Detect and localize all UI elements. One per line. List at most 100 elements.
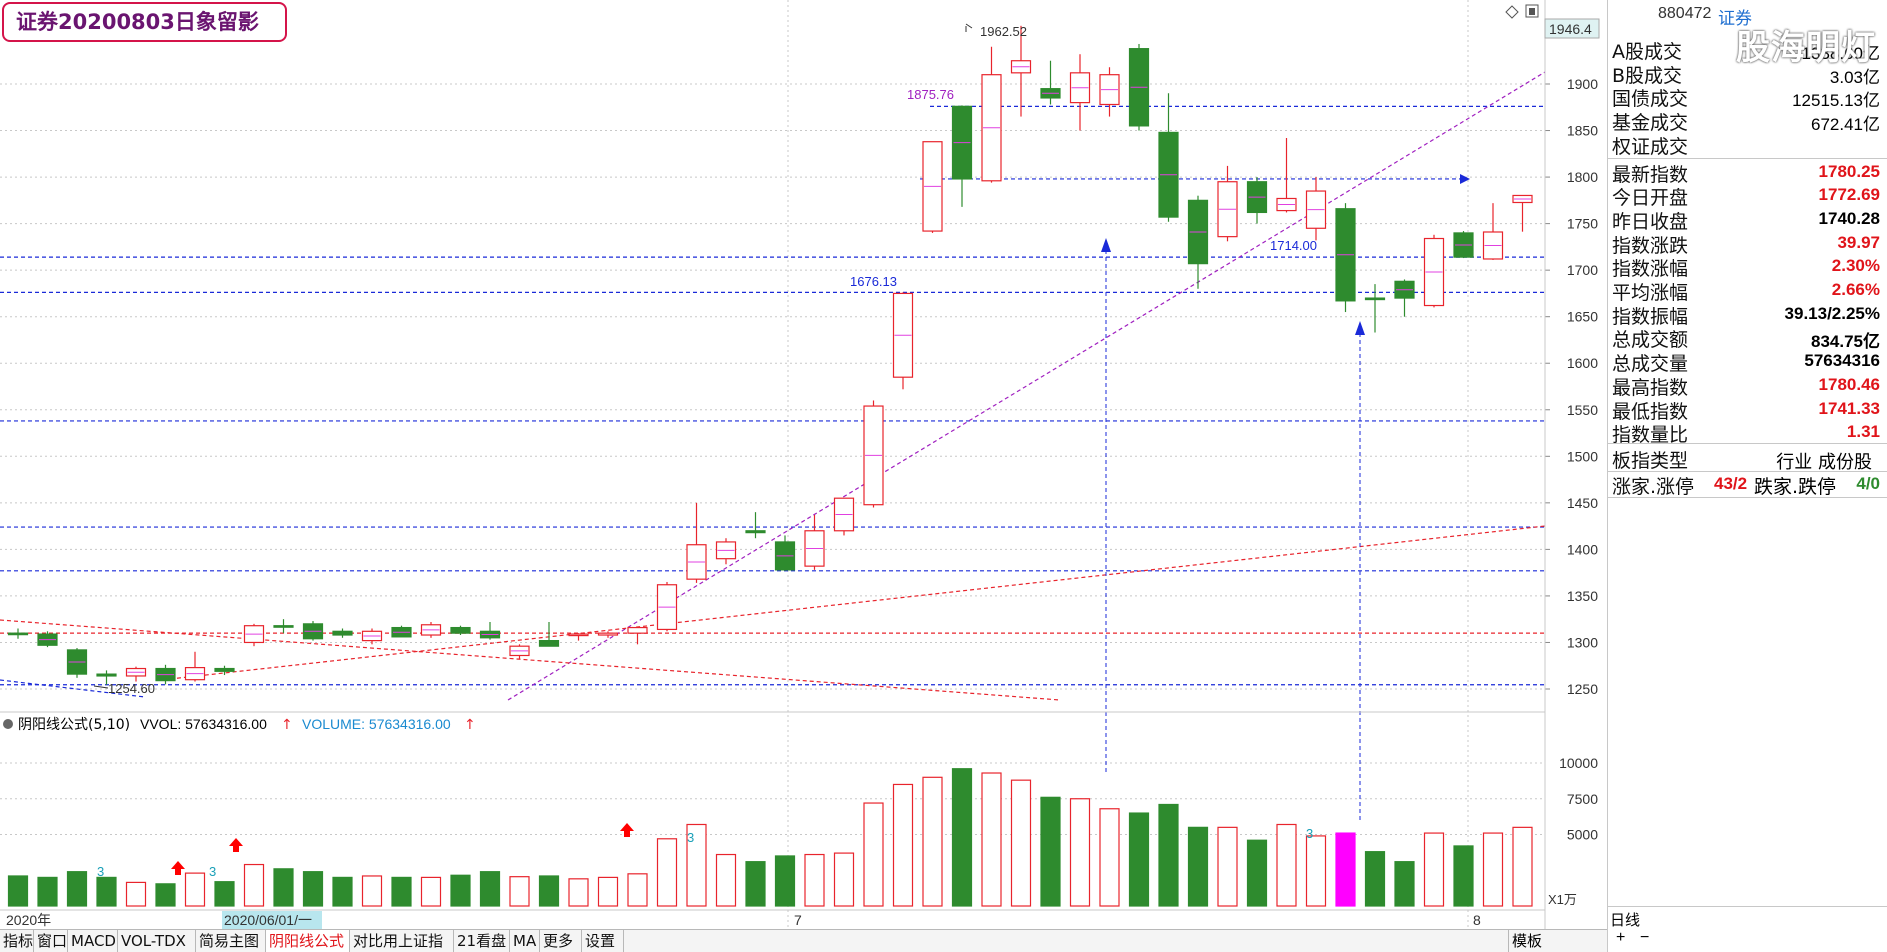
quote-row: 今日开盘 1772.69 [1608,183,1880,210]
volume-bar [1187,826,1209,907]
arrow-right-icon [1460,173,1470,184]
quote-value: 1772.69 [1818,185,1880,205]
x-label-cursor-date: 2020/06/01/一 [224,912,312,928]
candle [745,512,766,539]
price-tick-label: 1900 [1567,76,1598,92]
quote-value: 39.13/2.25% [1784,303,1880,323]
quote-value: 1780.46 [1818,374,1880,394]
quote-label: 昨日收盘 [1612,210,1689,233]
quote-row: 最新指数 1780.25 [1608,160,1880,186]
candle [243,623,265,647]
volume-bar [1423,832,1445,907]
quote-label: B股成交 [1612,64,1683,87]
candle [1364,284,1386,333]
volume-bar [951,768,973,907]
trend-line-low [0,679,146,698]
volume-bar [597,876,619,907]
price-tick-label: 1350 [1567,588,1598,604]
vol-signal-mark: 3 [1306,826,1313,841]
quote-value: 1338.60亿 [1801,44,1880,63]
period-label[interactable]: 日线 [1610,911,1641,929]
volume-bar [479,871,501,907]
zoom-in-button[interactable]: + [1616,929,1626,946]
price-tick-label: 1300 [1567,634,1598,650]
indicator-vvol: VVOL: 57634316.00 [140,716,267,732]
candle [332,628,353,638]
quote-row: 最高指数 1780.46 [1608,373,1880,399]
volume-bar [774,855,796,907]
x-label-month-8: 8 [1473,912,1481,928]
candle [1305,177,1327,241]
vol-signal-mark: 3 [97,864,104,879]
vvol-up-arrow-icon: ↑ [281,717,293,733]
tab-4[interactable]: 简易主图 [196,930,266,952]
quote-label: 今日开盘 [1612,187,1689,210]
quote-label: 最低指数 [1612,400,1689,423]
zoom-out-button[interactable]: − [1640,929,1650,946]
candle [1069,54,1091,131]
tab-3[interactable]: VOL-TDX [118,930,196,952]
tab-2[interactable]: MACD [68,930,118,952]
index-name[interactable]: 证券 [1718,9,1752,29]
tab-9[interactable]: 更多 [540,930,582,952]
tab-10[interactable]: 设置 [582,930,624,952]
tab-0[interactable]: 指标 [0,930,34,952]
quote-row: 指数量比 1.31 [1608,420,1880,446]
candle [804,514,825,570]
volume-bar [1099,808,1120,907]
right-info-panel: 880472 证券 股海明灯 A股成交 1338.60亿 B股成交 3.03亿 国债成交… [1607,0,1887,952]
candle [184,651,206,682]
diamond-icon[interactable] [1505,5,1519,19]
candle [1335,203,1356,313]
volume-bar [1276,823,1297,907]
tab-1[interactable]: 窗口 [34,930,68,952]
quote-label: 最高指数 [1612,376,1689,399]
candle [1010,25,1032,117]
tab-8[interactable]: MA [510,930,540,952]
volume-bar [184,872,206,907]
arrow-up-icon [1101,238,1111,252]
quote-label: 权证成交 [1612,135,1689,158]
candle [125,666,147,682]
volume-tick-label: 7500 [1567,791,1598,807]
indicator-volume: VOLUME: 57634316.00 [302,716,451,732]
quote-row: 指数涨幅 2.30% [1608,254,1880,281]
quote-row: 昨日收盘 1740.28 [1608,207,1880,233]
tab-6[interactable]: 对比用上证指 [350,930,454,952]
volume-bar [96,876,117,907]
breakout-label: 1676.13 [850,274,897,289]
candle [1423,234,1445,308]
volume-tick-label: 10000 [1559,755,1598,771]
quote-row: A股成交 1338.60亿 [1608,37,1880,63]
candle [597,631,619,638]
updown-row: 涨家.涨停 43/2 跌家.跌停 4/0 [1608,472,1880,498]
divider [1608,157,1887,159]
candle [627,626,648,645]
candle [892,292,914,390]
quote-row: 基金成交 672.41亿 [1608,108,1880,135]
annotations: 1962.52 1875.76 1676.13 1714.00 1254.60 3 3 3 3 [93,23,1317,879]
volume-bar [1040,796,1061,907]
quote-label: 指数涨幅 [1612,258,1689,281]
tab-5[interactable]: 阴阳线公式 [266,930,350,952]
template-button[interactable]: 模板 [1508,930,1548,952]
trend-lines [0,71,1546,820]
indicator-name[interactable]: 阴阳线公式(5,10) [18,717,130,733]
index-code: 880472 [1658,5,1712,22]
tab-7[interactable]: 21看盘 [454,930,510,952]
candle [1482,203,1504,260]
low-label: 1254.60 [108,681,155,696]
quote-label: 基金成交 [1612,112,1689,135]
candle [1187,195,1209,289]
board-type-value[interactable]: 行业 成份股 [1776,452,1872,473]
volume-bar [1453,845,1474,907]
restore-window-icon[interactable] [1525,4,1539,18]
price-tick-label: 1450 [1567,495,1598,511]
quote-value: 39.97 [1837,232,1880,252]
candle [1512,194,1533,232]
watermark: 股海明灯 [1736,28,1876,68]
volume-bar [1512,826,1533,907]
volume-bar [66,871,88,907]
candle [1217,165,1238,242]
